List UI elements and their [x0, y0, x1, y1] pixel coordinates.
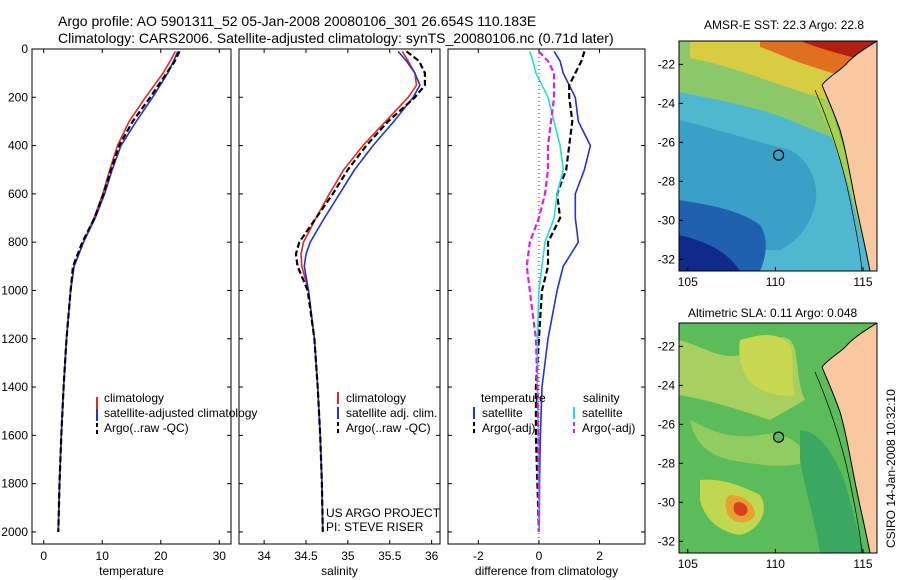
y-tick-label: -22 — [658, 57, 676, 71]
y-tick-label: -30 — [658, 495, 676, 509]
x-tick-label: 35.5 — [378, 549, 402, 563]
legend-item: Argo(-adj) — [482, 421, 535, 435]
y-tick-label: 1800 — [1, 477, 28, 491]
x-tick-label: 110 — [766, 275, 785, 289]
map-frame — [678, 322, 878, 554]
difference-legend: temperature salinity satellite Argo(-adj… — [473, 391, 635, 435]
series-line-argo-adj- — [534, 51, 586, 532]
axes-frame — [31, 48, 232, 545]
sst-map-title: AMSR-E SST: 22.3 Argo: 22.8 — [704, 18, 865, 32]
legend-item: Argo(..raw -QC) — [346, 421, 431, 435]
axes-frame — [238, 48, 441, 545]
legend-item: satellite-adjusted climatology — [104, 406, 257, 420]
x-tick-label: 115 — [853, 557, 872, 571]
y-tick-label: 1200 — [1, 332, 28, 346]
y-tick-label: -22 — [658, 339, 676, 353]
y-tick-label: 800 — [8, 235, 28, 249]
series-line-argo-adj- — [525, 50, 556, 532]
sla-map: 105 110 115 -22 -24 -26 -28 -30 -32 — [658, 322, 878, 571]
legend-item: satellite — [482, 406, 523, 420]
y-tick-label: 400 — [8, 139, 28, 153]
x-tick-label: 35 — [341, 549, 355, 563]
y-tick-label: -24 — [658, 378, 676, 392]
temperature-axes: 0 10 20 30 0 200 400 600 800 1000 1200 1400 1600 1800… — [1, 42, 232, 578]
legend-item: climatology — [346, 391, 406, 405]
series-line-argo-raw-qc- — [294, 50, 426, 532]
y-tick-label: -24 — [658, 96, 676, 110]
y-tick-label: -30 — [658, 213, 676, 227]
x-tick-label: 20 — [154, 549, 168, 563]
y-tick-label: 1000 — [1, 283, 28, 297]
y-tick-label: -26 — [658, 417, 676, 431]
x-tick-label: 34 — [257, 549, 271, 563]
x-axis-label: temperature — [99, 564, 164, 578]
legend-header: salinity — [583, 391, 620, 405]
series-line-climatology — [57, 51, 177, 532]
y-tick-label: 0 — [21, 42, 28, 56]
y-tick-label: 200 — [8, 90, 28, 104]
y-tick-label: 1600 — [1, 428, 28, 442]
sst-map: 105 110 115 -22 -24 -26 -28 -30 -32 — [658, 40, 878, 289]
legend-item: satellite adj. clim. — [346, 406, 437, 420]
series-line-climatology — [300, 50, 418, 532]
project-annotation: US ARGO PROJECT PI: STEVE RISER — [326, 506, 441, 534]
x-tick-label: 36 — [425, 549, 439, 563]
series-line-argo-raw-qc- — [57, 50, 181, 532]
legend-item: satellite — [582, 406, 623, 420]
sla-map-title: Altimetric SLA: 0.11 Argo: 0.048 — [688, 306, 858, 320]
x-axis-label: salinity — [321, 564, 358, 578]
y-tick-label: -32 — [658, 252, 676, 266]
y-tick-label: 600 — [8, 187, 28, 201]
axes-frame — [447, 48, 646, 545]
map-frame — [678, 40, 878, 272]
x-tick-label: 2 — [596, 549, 603, 563]
legend-item: climatology — [104, 391, 164, 405]
x-tick-label: 0 — [40, 549, 47, 563]
y-tick-label: -28 — [658, 456, 676, 470]
x-tick-label: 10 — [96, 549, 110, 563]
y-tick-label: 2000 — [1, 525, 28, 539]
x-tick-label: 30 — [213, 549, 227, 563]
x-tick-label: 115 — [853, 275, 872, 289]
legend-item: Argo(..raw -QC) — [104, 421, 189, 435]
x-tick-label: -2 — [473, 549, 484, 563]
figure-title-line2: Climatology: CARS2006. Satellite-adjuste… — [58, 30, 614, 46]
series-line-satellite — [529, 51, 565, 532]
argo-position-marker — [772, 149, 785, 161]
temperature-legend: climatology satellite-adjusted climatolo… — [96, 391, 257, 435]
legend-item: Argo(-adj) — [582, 421, 635, 435]
y-tick-label: -26 — [658, 135, 676, 149]
figure-title-line1: Argo profile: AO 5901311_52 05-Jan-2008 … — [58, 13, 537, 29]
y-tick-label: -28 — [658, 174, 676, 188]
x-tick-label: 0 — [536, 549, 543, 563]
x-tick-label: 34.5 — [294, 549, 318, 563]
project-label: US ARGO PROJECT — [326, 506, 441, 520]
x-tick-label: 105 — [678, 275, 698, 289]
salinity-axes: 34 34.5 35 35.5 36 salinity — [238, 48, 441, 578]
series-line-satellite — [538, 50, 592, 532]
x-tick-label: 110 — [766, 557, 785, 571]
argo-position-marker — [772, 431, 785, 443]
series-line-satellite-adjusted-climatology — [57, 51, 179, 532]
x-axis-label: difference from climatology — [475, 564, 618, 578]
y-tick-label: -32 — [658, 534, 676, 548]
salinity-legend: climatology satellite adj. clim. Argo(..… — [337, 391, 437, 435]
x-tick-label: 105 — [678, 557, 698, 571]
legend-header: temperature — [481, 391, 546, 405]
y-tick-label: 1400 — [1, 380, 28, 394]
pi-label: PI: STEVE RISER — [326, 520, 424, 534]
